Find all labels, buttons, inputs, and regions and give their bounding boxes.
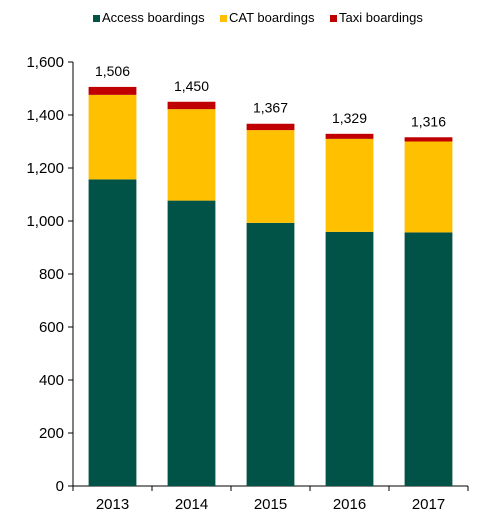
bar-segment-access-boardings (167, 200, 216, 486)
x-tick-label: 2017 (412, 496, 445, 513)
legend-swatch (220, 15, 227, 22)
y-axis: 0 200 400 600 800 1,000 1,200 1,400 1,600 (26, 54, 74, 495)
bar-segment-taxi-boardings (246, 123, 295, 131)
y-tick-label: 200 (39, 425, 64, 442)
y-tick-label: 0 (56, 478, 64, 495)
legend-label: CAT boardings (229, 10, 315, 25)
x-tick-label: 2015 (254, 496, 287, 513)
total-label: 1,329 (332, 110, 367, 126)
total-label: 1,316 (411, 113, 446, 129)
y-tick-label: 1,000 (26, 213, 64, 230)
legend-swatch (93, 15, 100, 22)
x-tick-label: 2016 (333, 496, 366, 513)
bar-segment-taxi-boardings (167, 101, 216, 110)
bar-segment-taxi-boardings (88, 86, 137, 95)
bar-segment-cat-boardings (325, 138, 374, 232)
bar-segment-taxi-boardings (325, 133, 374, 139)
bar-segment-access-boardings (404, 232, 453, 486)
legend-swatch (330, 15, 337, 22)
legend-label: Taxi boardings (339, 10, 423, 25)
y-tick-label: 1,400 (26, 107, 64, 124)
bar-segment-taxi-boardings (404, 137, 453, 142)
bar-segment-cat-boardings (246, 130, 295, 223)
total-labels: 1,506 1,450 1,367 1,329 1,316 (95, 63, 446, 129)
total-label: 1,450 (174, 78, 209, 94)
legend-label: Access boardings (102, 10, 205, 25)
bar-segment-cat-boardings (88, 94, 137, 180)
bar-segment-cat-boardings (404, 141, 453, 233)
x-tick-label: 2013 (96, 496, 129, 513)
y-tick-label: 400 (39, 372, 64, 389)
legend: Access boardings CAT boardings Taxi boardi… (93, 10, 423, 25)
bar-segment-cat-boardings (167, 109, 216, 201)
y-tick-label: 1,600 (26, 54, 64, 71)
x-tick-label: 2014 (175, 496, 208, 513)
bar-segment-access-boardings (325, 231, 374, 486)
y-tick-label: 800 (39, 266, 64, 283)
total-label: 1,506 (95, 63, 130, 79)
total-label: 1,367 (253, 100, 288, 116)
y-tick-label: 600 (39, 319, 64, 336)
x-axis: 2013 2014 2015 2016 2017 (72, 485, 469, 513)
bar-segment-access-boardings (88, 179, 137, 486)
bar-segment-access-boardings (246, 222, 295, 487)
bars (88, 86, 453, 487)
y-tick-label: 1,200 (26, 160, 64, 177)
